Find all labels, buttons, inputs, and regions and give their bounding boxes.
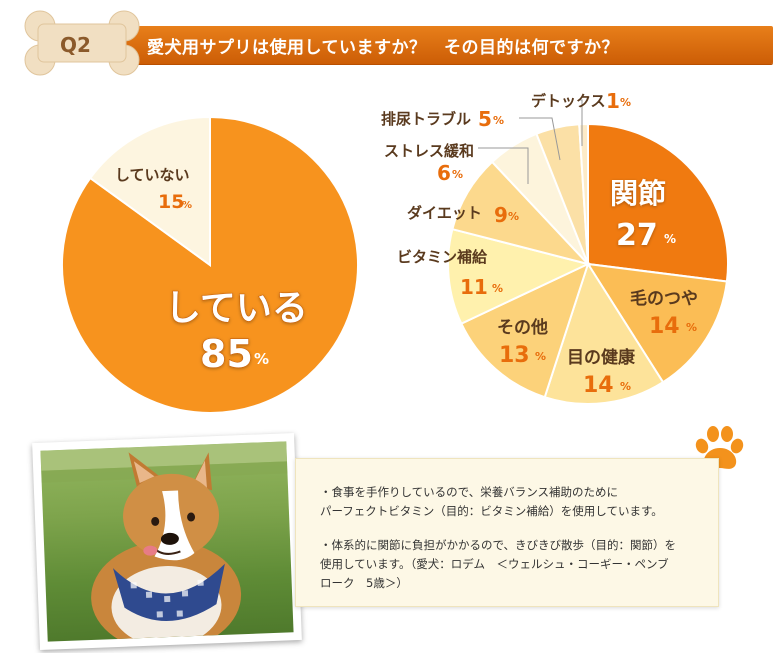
purpose-slice-4	[447, 227, 591, 325]
pct-detox: 1	[606, 89, 620, 113]
pct-unit-vitamin: %	[492, 282, 503, 295]
pct-joints: 27	[616, 218, 658, 253]
pct-unit-detox: %	[620, 96, 631, 109]
usage-pie-chart	[61, 115, 359, 414]
leader-line-detox	[578, 99, 583, 146]
pct-unit-other: %	[535, 350, 546, 363]
owner-comment-note: ・食事を手作りしているので、栄養バランス補助のために パーフェクトビタミン（目的…	[295, 458, 719, 607]
pct-stress: 6	[437, 161, 451, 185]
pct-unit-diet: %	[508, 210, 519, 223]
dog-photo-card	[32, 433, 302, 650]
comment-1: ・食事を手作りしているので、栄養バランス補助のために パーフェクトビタミン（目的…	[320, 483, 710, 521]
purpose-slice-2	[543, 261, 665, 405]
label-other: その他	[497, 317, 548, 338]
bone-icon	[24, 10, 140, 76]
purpose-slice-0	[587, 122, 729, 283]
comment-2-line-1: ・体系的に関節に負担がかかるので、きびきび散歩（目的：関節）を	[320, 538, 677, 552]
question-header: 愛犬用サプリは使用していますか？ その目的は何ですか？ Q2	[20, 4, 773, 84]
comment-1-line-1: ・食事を手作りしているので、栄養バランス補助のために	[320, 485, 618, 499]
pct-unit-joints: %	[664, 232, 676, 246]
pct-urination: 5	[478, 107, 492, 131]
pct-using: 85	[200, 332, 253, 376]
leader-line-urination	[519, 117, 561, 161]
pct-unit-coat: %	[686, 321, 697, 334]
label-not-using: していない	[115, 166, 190, 184]
purpose-slice-8	[578, 122, 589, 265]
label-stress: ストレス緩和	[384, 142, 474, 160]
pct-unit-stress: %	[452, 168, 463, 181]
question-badge: Q2	[60, 33, 91, 57]
pct-other: 13	[499, 343, 530, 368]
question-title-bar: 愛犬用サプリは使用していますか？ その目的は何ですか？	[125, 26, 773, 64]
corgi-photo	[40, 441, 294, 642]
leader-line-stress	[478, 147, 529, 184]
purpose-slice-3	[459, 262, 590, 399]
pct-eyes: 14	[583, 373, 614, 398]
comment-2-line-2: 使用しています。（愛犬：ロデム ＜ウェルシュ・コーギー・ペンブ	[320, 557, 669, 571]
label-detox: デトックス	[531, 92, 606, 110]
label-using: している	[165, 288, 308, 329]
purpose-slice-5	[451, 160, 592, 266]
pct-not-using: 15	[158, 191, 184, 213]
leader-lines	[478, 99, 583, 184]
question-title: 愛犬用サプリは使用していますか？ その目的は何ですか？	[147, 38, 619, 58]
charts-area: していない 15 % している 85 % 関節 27 % 毛のつや 14 % 目…	[61, 89, 729, 414]
purpose-slice-1	[586, 262, 729, 384]
label-vitamin: ビタミン補給	[397, 248, 488, 266]
pct-unit-eyes: %	[620, 380, 631, 393]
pct-coat: 14	[649, 314, 680, 339]
purpose-pie-chart	[447, 122, 729, 405]
label-eyes: 目の健康	[567, 347, 636, 368]
pct-unit-not-using: %	[182, 200, 192, 211]
label-joints: 関節	[610, 177, 666, 210]
usage-slice-1	[88, 115, 211, 267]
pct-unit-using: %	[254, 350, 269, 368]
pct-diet: 9	[494, 203, 508, 227]
comment-2: ・体系的に関節に負担がかかるので、きびきび散歩（目的：関節）を 使用しています。…	[320, 536, 710, 593]
pct-unit-urination: %	[493, 114, 504, 127]
pct-vitamin: 11	[460, 275, 488, 299]
corgi-illustration	[40, 441, 288, 642]
label-coat: 毛のつや	[630, 288, 698, 309]
comment-2-line-3: ローク 5歳＞）	[320, 576, 408, 590]
label-urination: 排尿トラブル	[381, 110, 471, 128]
label-diet: ダイエット	[407, 204, 482, 222]
comment-1-line-2: パーフェクトビタミン（目的：ビタミン補給）を使用しています。	[320, 504, 663, 518]
